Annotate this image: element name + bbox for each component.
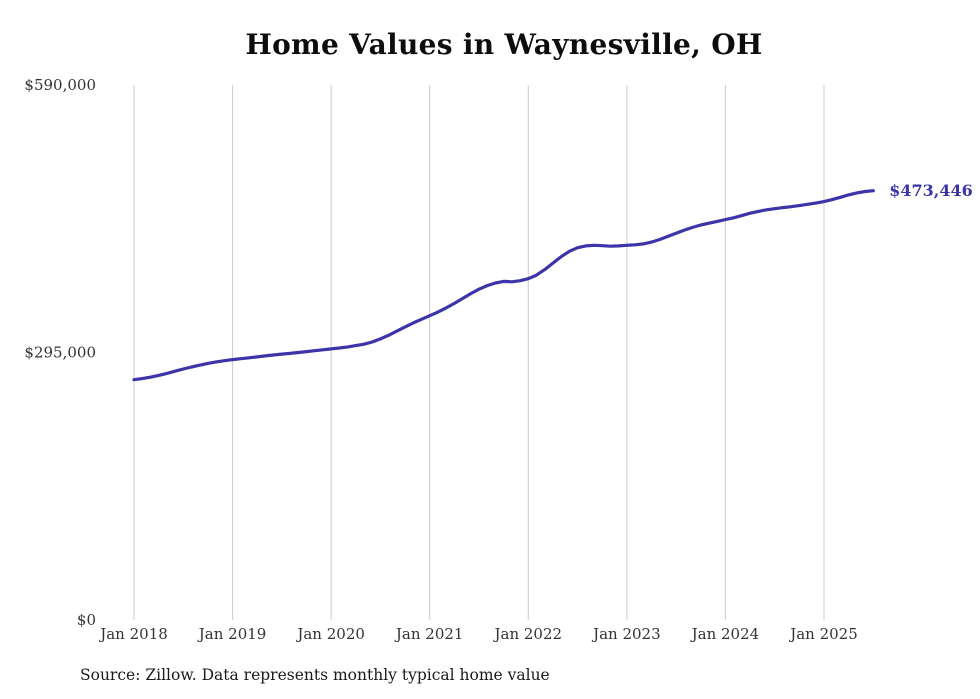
- x-tick-label: Jan 2025: [788, 625, 858, 643]
- x-tick-label: Jan 2022: [492, 625, 562, 643]
- end-value-label: $473,446: [889, 180, 973, 200]
- chart-title: Home Values in Waynesville, OH: [245, 28, 763, 61]
- x-tick-label: Jan 2019: [197, 625, 267, 643]
- x-tick-label: Jan 2024: [690, 625, 760, 643]
- value-line: [132, 189, 875, 382]
- x-tick-label: Jan 2023: [591, 625, 661, 643]
- x-tick-label: Jan 2020: [295, 625, 365, 643]
- source-note: Source: Zillow. Data represents monthly …: [80, 666, 550, 684]
- x-tick-label: Jan 2021: [394, 625, 464, 643]
- x-tick-label: Jan 2018: [98, 625, 168, 643]
- y-tick-label: $295,000: [24, 344, 96, 362]
- y-tick-label: $590,000: [24, 76, 96, 94]
- y-tick-label: $0: [77, 611, 96, 629]
